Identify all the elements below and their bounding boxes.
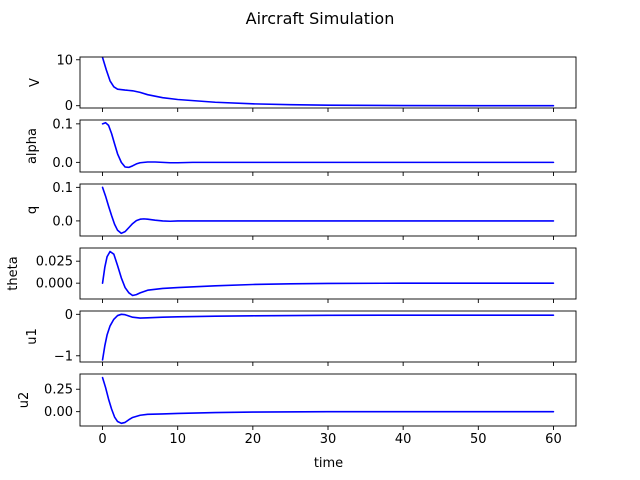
y-axis-label: theta bbox=[6, 256, 21, 290]
y-axis-label: V bbox=[28, 78, 43, 87]
y-tick-label: 0.1 bbox=[52, 181, 73, 196]
subplots: 010V0.10.0alpha0.10.0q0.0250.000theta0−1… bbox=[6, 53, 577, 447]
y-tick-label: 0.1 bbox=[52, 117, 73, 132]
y-tick-label: 0.000 bbox=[36, 277, 73, 292]
axes-frame bbox=[79, 310, 577, 363]
series-line-u2 bbox=[101, 376, 555, 425]
subplot-q: 0.1 0.0 q bbox=[25, 181, 577, 240]
subplot-theta: 0.025 0.000 theta bbox=[6, 247, 577, 303]
y-tick-label: 0 bbox=[65, 308, 73, 323]
y-tick-label: 0.025 bbox=[36, 255, 73, 270]
x-axis-label: time bbox=[314, 456, 343, 471]
axes-frame bbox=[79, 56, 577, 109]
x-tick-label: 20 bbox=[245, 432, 262, 447]
x-tick-label: 40 bbox=[395, 432, 412, 447]
x-tick-label: 0 bbox=[98, 432, 106, 447]
y-tick-label: 0.00 bbox=[44, 405, 73, 420]
subplot-u2: 0 10 20 30 40 50 60 0.25 0.00 u2 bbox=[17, 373, 577, 447]
x-tick-label: 50 bbox=[470, 432, 487, 447]
series-line-q bbox=[101, 186, 555, 235]
chart-title: Aircraft Simulation bbox=[246, 9, 395, 28]
axes-frame bbox=[79, 373, 577, 427]
axes-frame bbox=[79, 183, 577, 237]
series-line-alpha bbox=[101, 121, 555, 169]
x-tick-label: 30 bbox=[320, 432, 337, 447]
y-tick-label: 0.0 bbox=[52, 156, 73, 171]
y-axis-label: u1 bbox=[25, 328, 40, 345]
series-line-V bbox=[101, 56, 555, 107]
y-axis-label: alpha bbox=[25, 128, 40, 164]
y-axis-label: q bbox=[25, 206, 40, 214]
y-tick-label: 0.0 bbox=[52, 214, 73, 229]
y-tick-label: 0.25 bbox=[44, 383, 73, 398]
x-tick-label: 60 bbox=[545, 432, 562, 447]
axes-frame bbox=[79, 247, 577, 300]
y-tick-label: 10 bbox=[56, 53, 73, 68]
y-tick-label: −1 bbox=[54, 349, 73, 364]
x-tick-label: 10 bbox=[169, 432, 186, 447]
y-tick-label: 0 bbox=[65, 99, 73, 114]
subplot-u1: 0 −1 u1 bbox=[25, 308, 577, 366]
axes-frame bbox=[79, 119, 577, 173]
subplot-V: 0 10 V bbox=[28, 53, 577, 114]
subplot-alpha: 0.1 0.0 alpha bbox=[25, 117, 577, 176]
series-line-theta bbox=[101, 250, 555, 297]
y-axis-label: u2 bbox=[17, 392, 32, 409]
series-line-u1 bbox=[101, 313, 555, 361]
